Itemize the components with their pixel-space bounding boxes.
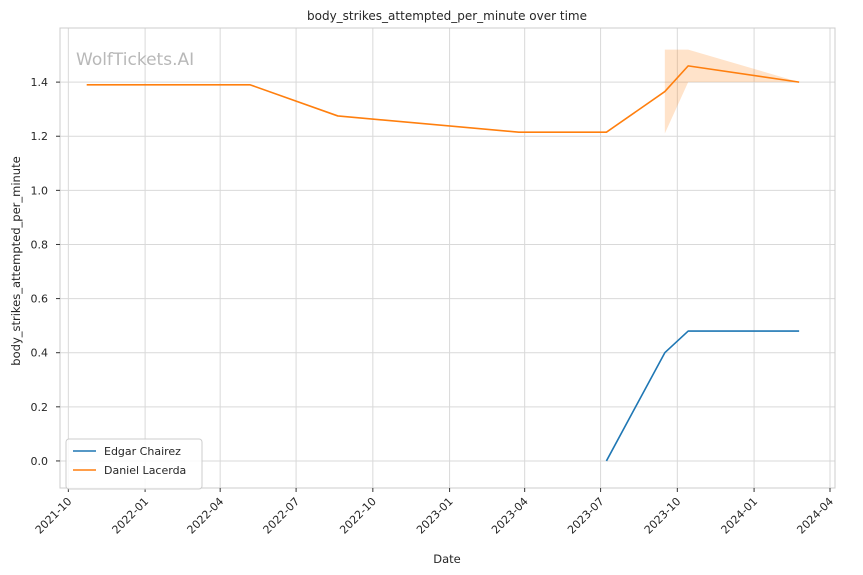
confidence-bands [664,49,800,134]
watermark: WolfTickets.AI [76,50,194,70]
confidence-band [664,49,800,134]
y-tick-label: 0.4 [31,347,49,360]
chart-title: body_strikes_attempted_per_minute over t… [307,9,587,23]
y-axis: 0.0 0.2 0.4 0.6 0.8 1.0 1.2 1.4 [31,76,60,468]
plot-frame [59,27,836,489]
y-tick-label: 0.8 [31,238,49,251]
x-axis-label: Date [433,552,461,566]
grid-lines [60,28,835,488]
y-tick-label: 1.2 [31,130,49,143]
y-axis-label: body_strikes_attempted_per_minute [9,156,23,365]
y-tick-label: 1.4 [31,76,49,89]
y-tick-label: 0.2 [31,401,49,414]
y-tick-label: 1.0 [31,184,49,197]
legend-box [65,438,203,490]
legend-label: Edgar Chairez [104,445,181,458]
series-line [605,330,800,462]
legend: Edgar Chairez Daniel Lacerda [65,438,203,490]
series-lines [86,65,800,462]
series-line [86,65,800,133]
y-tick-label: 0.6 [31,293,49,306]
y-tick-label: 0.0 [31,455,49,468]
legend-label: Daniel Lacerda [104,464,186,477]
